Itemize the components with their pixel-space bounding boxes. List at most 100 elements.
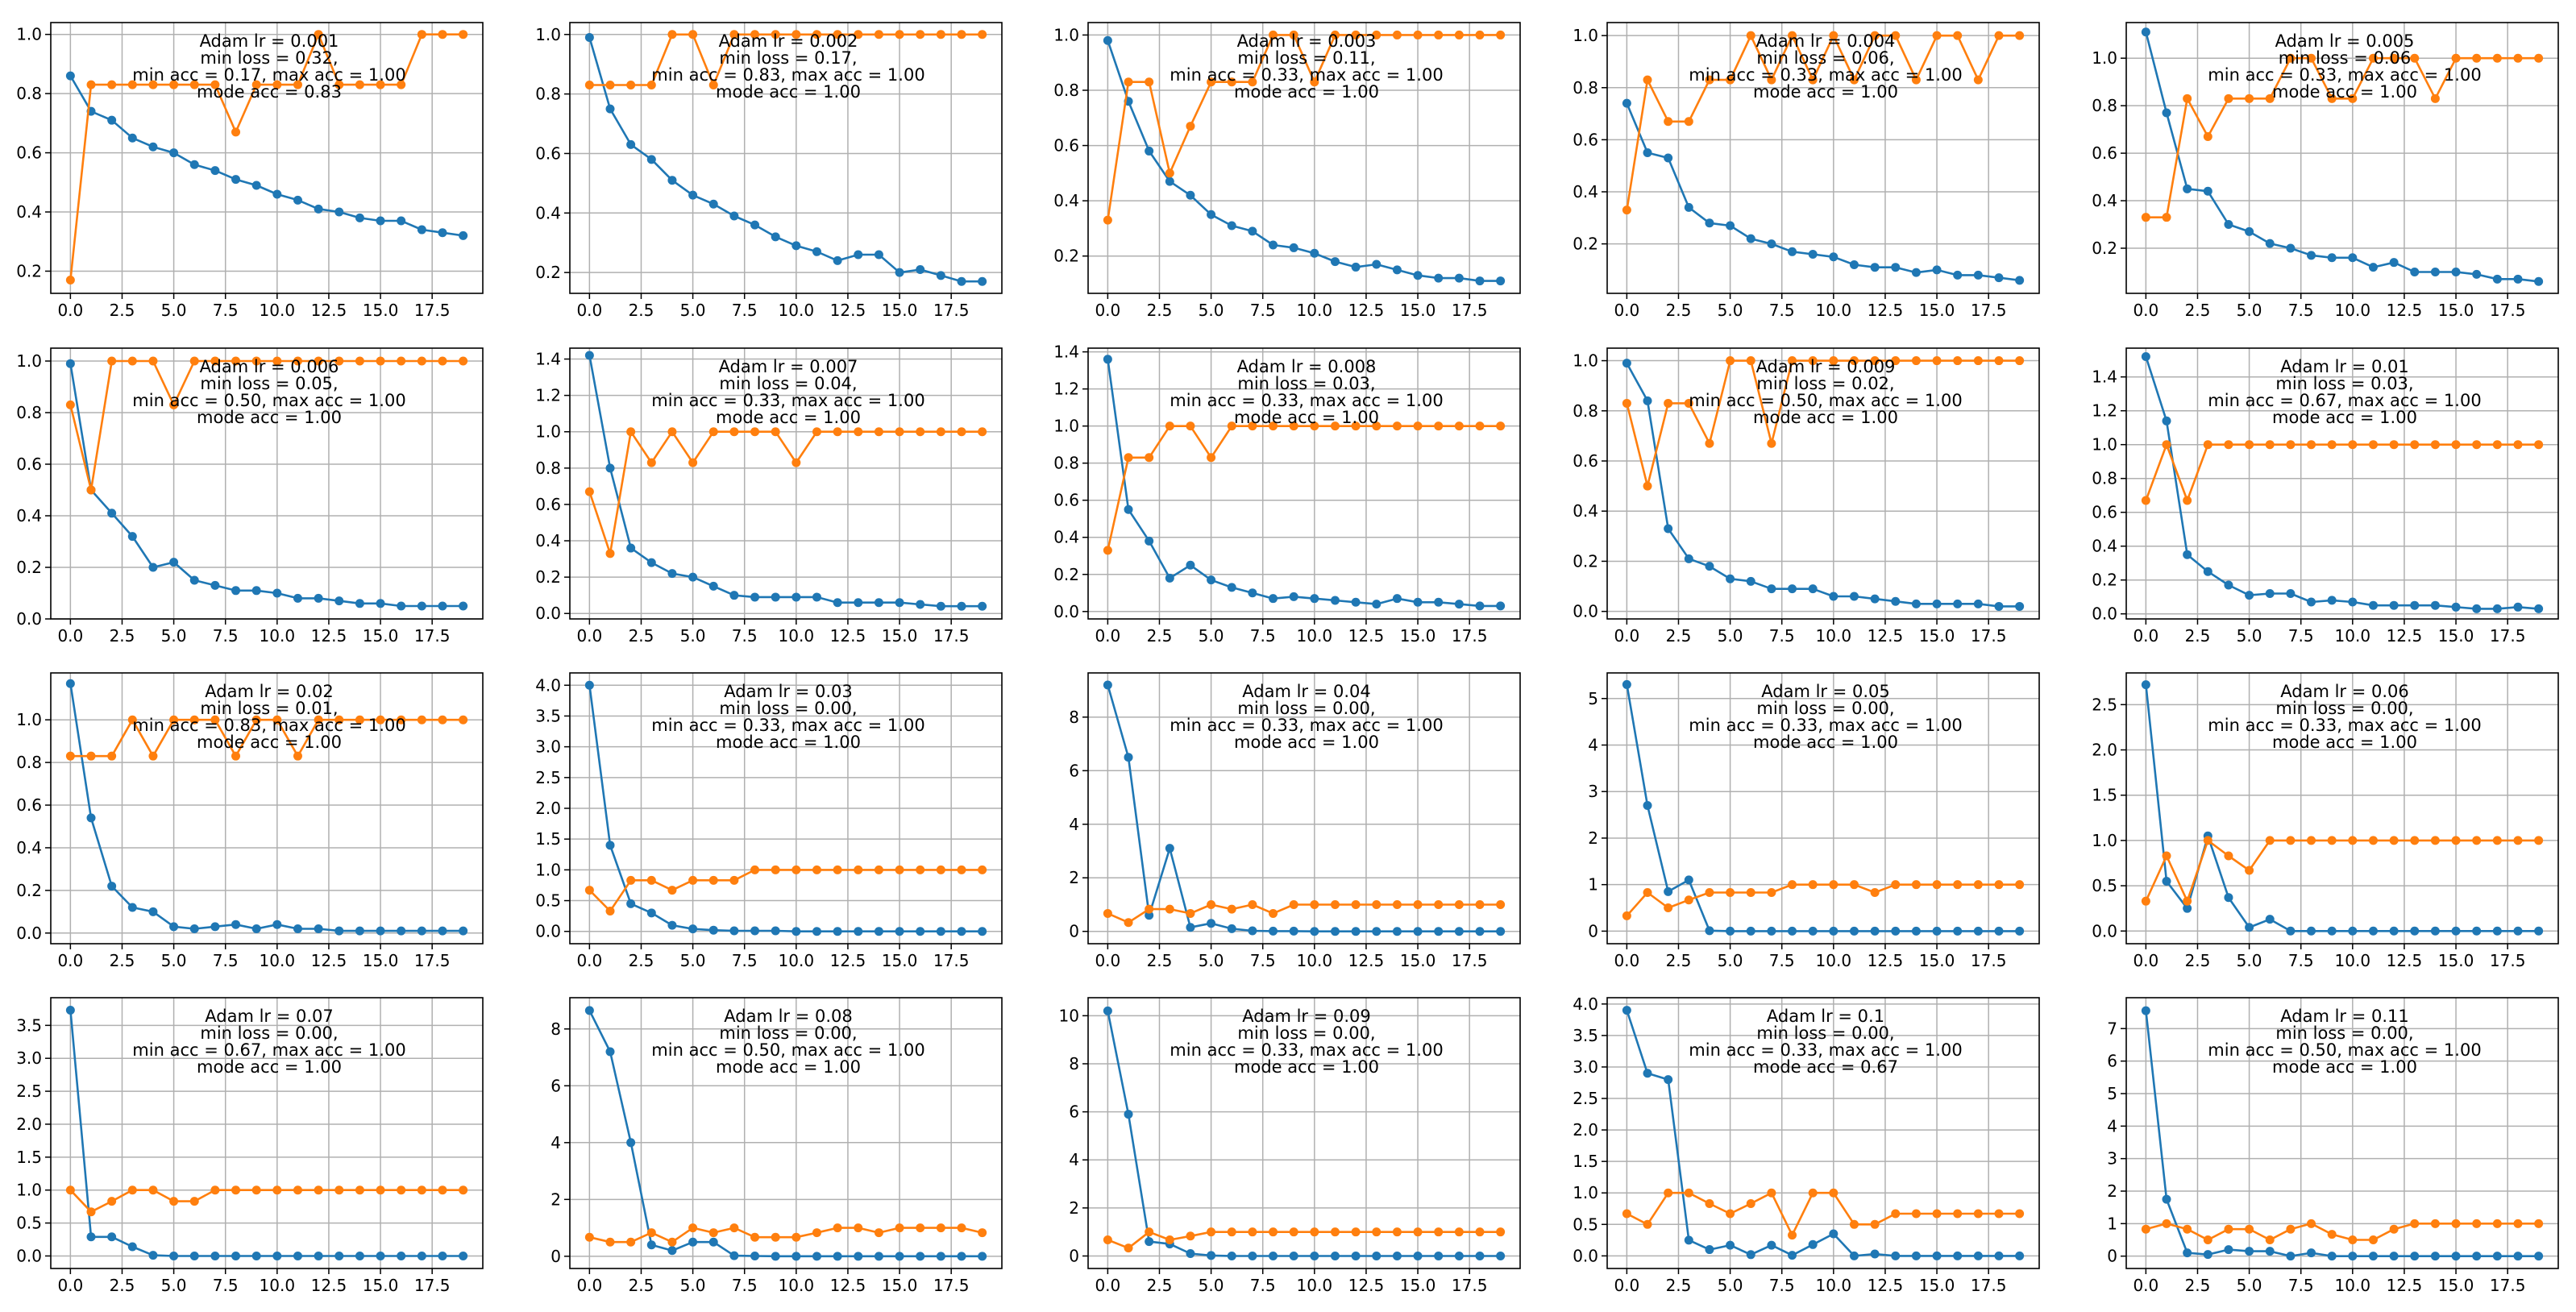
loss-point bbox=[626, 543, 636, 553]
loss-point bbox=[2183, 550, 2192, 559]
x-tick-label: 0.0 bbox=[57, 301, 83, 320]
loss-point bbox=[626, 1138, 636, 1148]
accuracy-point bbox=[2015, 31, 2025, 40]
loss-point bbox=[2513, 602, 2523, 612]
loss-point bbox=[2513, 1252, 2523, 1261]
accuracy-line bbox=[2145, 839, 2539, 903]
annotation-line: Adam lr = 0.008 bbox=[1237, 357, 1377, 376]
accuracy-point bbox=[417, 1185, 426, 1195]
annotation-line: min acc = 0.33, max acc = 1.00 bbox=[1170, 716, 1443, 735]
loss-point bbox=[2162, 876, 2171, 886]
loss-point bbox=[1705, 926, 1714, 936]
accuracy-point bbox=[107, 1197, 117, 1206]
loss-point bbox=[978, 601, 987, 611]
subplot-13: 0.0 2.5 5.0 7.5 10.0 12.5 15.0 17.5 0 2 4 6 8 Adam lr… bbox=[1069, 672, 1521, 970]
loss-point bbox=[355, 213, 364, 222]
loss-point bbox=[1413, 1251, 1423, 1260]
y-tick-label: 1.5 bbox=[16, 1148, 42, 1167]
loss-point bbox=[1434, 1251, 1444, 1260]
accuracy-point bbox=[1310, 77, 1319, 87]
y-tick-label: 1.0 bbox=[2092, 435, 2117, 455]
accuracy-point bbox=[1829, 31, 1839, 40]
accuracy-point bbox=[2348, 1235, 2358, 1245]
annotation-line: Adam lr = 0.007 bbox=[719, 357, 858, 376]
accuracy-point bbox=[65, 275, 75, 284]
loss-point bbox=[1849, 259, 1859, 269]
x-tick-label: 12.5 bbox=[1348, 951, 1385, 970]
annotation-line: mode acc = 1.00 bbox=[1234, 733, 1379, 752]
accuracy-point bbox=[376, 356, 385, 366]
loss-point bbox=[1454, 600, 1464, 609]
x-tick-label: 2.5 bbox=[110, 1276, 135, 1295]
y-tick-label: 1.0 bbox=[535, 422, 561, 442]
loss-point bbox=[729, 926, 739, 936]
loss-point bbox=[210, 1251, 220, 1260]
x-tick-label: 15.0 bbox=[1400, 1276, 1436, 1295]
accuracy-point bbox=[978, 30, 987, 39]
accuracy-point bbox=[1767, 887, 1776, 897]
loss-point bbox=[1973, 926, 1983, 936]
loss-point bbox=[1643, 801, 1652, 811]
x-tick-label: 17.5 bbox=[414, 951, 451, 970]
x-tick-label: 0.0 bbox=[2133, 951, 2158, 970]
accuracy-point bbox=[1788, 1231, 1797, 1240]
accuracy-point bbox=[667, 1237, 677, 1247]
loss-point bbox=[895, 598, 904, 608]
loss-point bbox=[397, 926, 406, 936]
accuracy-point bbox=[978, 427, 987, 437]
accuracy-point bbox=[1454, 421, 1464, 431]
annotation-line: mode acc = 1.00 bbox=[2272, 82, 2417, 102]
annotation-line: mode acc = 1.00 bbox=[1753, 408, 1898, 427]
plot-frame bbox=[2125, 22, 2559, 294]
accuracy-line bbox=[588, 430, 983, 555]
loss-point bbox=[1475, 1251, 1485, 1260]
annotation-line: min loss = 0.00, bbox=[1756, 1023, 1894, 1043]
accuracy-point bbox=[2430, 1219, 2440, 1228]
annotation-line: mode acc = 1.00 bbox=[1234, 82, 1379, 102]
loss-point bbox=[1953, 926, 1963, 936]
loss-point bbox=[1994, 273, 2004, 283]
x-tick-label: 7.5 bbox=[1769, 301, 1795, 320]
accuracy-point bbox=[1310, 899, 1319, 909]
y-tick-label: 1.4 bbox=[1053, 343, 1079, 362]
annotation-line: min loss = 0.00, bbox=[719, 1023, 857, 1043]
loss-point bbox=[1767, 239, 1776, 249]
accuracy-point bbox=[1829, 880, 1839, 890]
accuracy-point bbox=[417, 356, 426, 366]
loss-point bbox=[812, 592, 821, 602]
accuracy-point bbox=[355, 80, 364, 89]
accuracy-point bbox=[874, 427, 883, 437]
accuracy-point bbox=[2203, 131, 2212, 141]
accuracy-point bbox=[314, 30, 323, 39]
loss-point bbox=[729, 211, 739, 221]
loss-point bbox=[231, 175, 241, 185]
loss-point bbox=[127, 133, 137, 143]
x-tick-label: 15.0 bbox=[1919, 626, 1955, 646]
loss-point bbox=[1145, 911, 1154, 920]
accuracy-point bbox=[833, 30, 842, 39]
loss-point bbox=[148, 563, 158, 572]
accuracy-point bbox=[2141, 213, 2150, 222]
loss-point bbox=[854, 598, 863, 608]
x-tick-label: 0.0 bbox=[1614, 626, 1639, 646]
accuracy-point bbox=[2162, 440, 2171, 450]
loss-point bbox=[936, 271, 945, 280]
loss-point bbox=[2430, 267, 2440, 276]
loss-point bbox=[2368, 263, 2378, 272]
accuracy-point bbox=[1767, 438, 1776, 448]
y-tick-label: 1 bbox=[2107, 1214, 2117, 1233]
y-tick-label: 0.6 bbox=[535, 495, 561, 514]
loss-point bbox=[127, 903, 137, 912]
y-tick-label: 1.2 bbox=[1053, 380, 1079, 399]
x-tick-label: 5.0 bbox=[1718, 1276, 1743, 1295]
loss-point bbox=[210, 166, 220, 176]
accuracy-point bbox=[1705, 438, 1714, 448]
y-tick-label: 0 bbox=[2107, 1247, 2117, 1266]
loss-point bbox=[2141, 1006, 2150, 1015]
accuracy-point bbox=[1103, 215, 1112, 225]
loss-point bbox=[2307, 1248, 2316, 1258]
accuracy-point bbox=[1330, 1227, 1340, 1237]
x-tick-label: 7.5 bbox=[213, 951, 239, 970]
loss-point bbox=[1891, 596, 1901, 606]
plot-frame bbox=[569, 997, 1003, 1269]
